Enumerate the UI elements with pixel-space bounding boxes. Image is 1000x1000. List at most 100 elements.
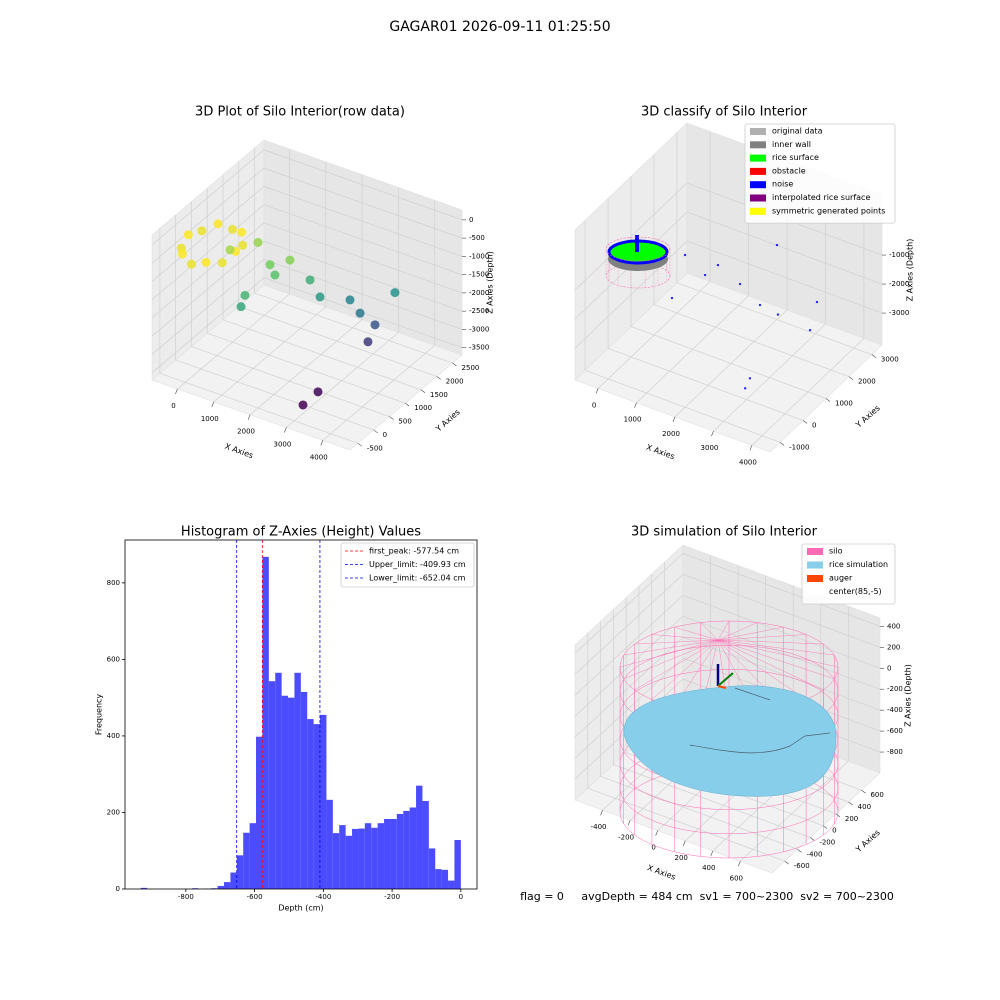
data-point: [738, 282, 742, 286]
y-tick-label: 800: [107, 579, 120, 587]
histogram-bar: [396, 813, 404, 889]
histogram-bar: [435, 869, 442, 889]
grid-line: [254, 292, 453, 364]
histogram-bar: [358, 828, 365, 889]
data-point: [186, 259, 196, 269]
legend-swatch: [750, 128, 766, 135]
y-tick-label: 1000: [835, 400, 853, 408]
auger-arrow: [717, 685, 727, 689]
y-tick: [797, 849, 802, 853]
y-tick-label: -600: [794, 862, 810, 870]
x-tick-label: 1000: [201, 415, 219, 423]
data-point: [238, 240, 248, 250]
z-tick-label: -2000: [469, 289, 489, 297]
status-footer: flag = 0 avgDepth = 484 cm sv1 = 700~230…: [520, 890, 894, 903]
x-tick: [672, 416, 676, 423]
histogram-bar: [416, 785, 423, 889]
legend-box: [340, 542, 475, 588]
silo-shape: [605, 236, 671, 262]
legend-label: Lower_limit: -652.04 cm: [369, 574, 466, 583]
grid-line: [177, 293, 290, 390]
data-point: [313, 387, 323, 397]
x-tick: [682, 840, 686, 846]
x-tick-label: -400: [315, 893, 331, 901]
x-tick: [320, 440, 324, 446]
silo-wire: [717, 634, 807, 641]
y-tick: [822, 825, 828, 829]
silo-wire: [651, 634, 719, 641]
data-point: [775, 243, 779, 247]
grid-line: [191, 346, 390, 417]
data-point: [743, 387, 747, 390]
histogram-bar: [230, 872, 237, 889]
silo-wire: [717, 622, 758, 641]
y-axis-label: Frequency: [95, 694, 104, 736]
x-tick-label: 0: [459, 893, 463, 901]
y-tick: [871, 354, 877, 358]
grid-line: [263, 222, 463, 294]
y-tick: [420, 389, 426, 394]
grid-line: [263, 186, 463, 257]
grid-line: [653, 304, 850, 377]
histogram-bar: [377, 823, 385, 889]
legend-swatch: [750, 154, 766, 162]
chart-title: 3D Plot of Silo Interior(row data): [195, 105, 405, 120]
histogram-bar: [448, 880, 455, 889]
z-tick-label: 0: [887, 664, 891, 672]
silo-wire: [700, 622, 719, 641]
y-tick: [848, 376, 854, 380]
data-point: [237, 227, 247, 237]
grid-line: [613, 764, 811, 838]
legend-swatch: [807, 548, 823, 555]
grid-line: [263, 167, 463, 239]
legend-label: inner wall: [772, 140, 811, 149]
y-tick-label: 0: [832, 827, 836, 835]
histogram-bar: [313, 724, 321, 889]
grid-line: [249, 319, 363, 415]
data-point: [370, 320, 380, 330]
legend-label: auger: [829, 574, 853, 583]
data-point: [815, 300, 819, 304]
y-tick-label: 400: [107, 732, 120, 740]
auger-arrow: [717, 672, 734, 687]
data-point: [240, 290, 250, 300]
x-tick: [600, 810, 603, 816]
histogram-bar: [339, 825, 346, 889]
x-tick: [211, 401, 215, 407]
legend-swatch: [807, 588, 823, 596]
rice-surface: [623, 685, 837, 797]
grid-line: [213, 306, 326, 403]
silo-wire: [634, 639, 719, 691]
y-tick: [784, 860, 789, 865]
histogram-bar: [262, 556, 269, 889]
grid-line: [682, 573, 881, 648]
plot-frame: [124, 539, 478, 890]
x-tick: [711, 431, 714, 437]
data-point: [808, 328, 812, 332]
histogram-bar: [249, 823, 257, 889]
histogram-bar: [243, 832, 250, 889]
data-point: [265, 260, 275, 270]
back-pane: [263, 139, 463, 356]
y-tick: [357, 443, 363, 447]
data-point: [227, 224, 237, 234]
z-tick-label: -200: [887, 685, 903, 693]
data-point: [716, 263, 720, 267]
histogram-bar: [288, 697, 295, 889]
grid-line: [263, 204, 463, 275]
data-point: [236, 302, 246, 312]
x-tick-label: 0: [592, 402, 596, 410]
histogram-bar: [403, 810, 410, 889]
x-tick-label: 600: [730, 874, 743, 882]
legend-swatch: [750, 141, 766, 149]
data-point: [253, 237, 263, 247]
z-axis-label: Z Axies (Depth): [486, 251, 495, 314]
y-tick-label: 0: [812, 421, 816, 429]
grid-line: [263, 240, 463, 312]
y-tick-label: 400: [858, 803, 871, 811]
x-tick-label: 1000: [624, 416, 642, 424]
legend-label: first_peak: -577.54 cm: [369, 547, 459, 556]
legend-swatch: [750, 181, 766, 189]
rice-crease: [689, 687, 831, 754]
histogram-bar: [390, 818, 397, 889]
